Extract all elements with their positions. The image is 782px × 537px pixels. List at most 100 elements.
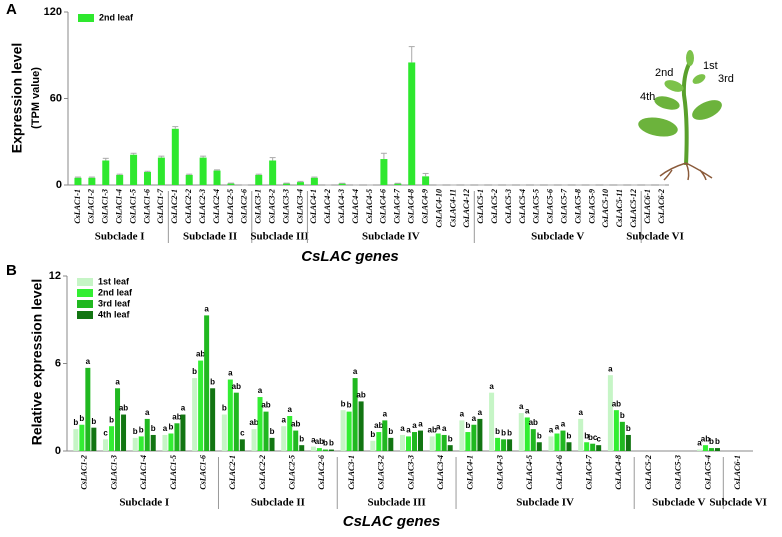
bar — [714, 448, 720, 451]
x-tick-label: CsLAC1-5 — [169, 455, 178, 490]
significance-letter: b — [388, 427, 393, 436]
group-label: Subclade III — [250, 231, 308, 243]
x-tick-label: CsLAC2-2 — [258, 455, 267, 490]
significance-letter: a — [383, 409, 388, 418]
x-tick-label: CsLAC5-2 — [490, 189, 499, 224]
group-label: Subclade III — [367, 497, 425, 509]
x-tick-label: CsLAC4-5 — [525, 455, 534, 490]
bar — [708, 448, 714, 451]
x-tick-label: CsLAC4-8 — [614, 455, 623, 490]
x-tick-label: CsLAC5-7 — [560, 188, 569, 224]
bar — [388, 437, 394, 451]
x-tick-label: CsLAC1-4 — [115, 189, 124, 224]
x-tick-label: CsLAC3-2 — [267, 189, 276, 224]
leaf-label: 2nd — [655, 67, 673, 79]
y-axis-label: Expression level — [9, 43, 25, 154]
x-tick-label: CsLAC1-1 — [73, 189, 82, 224]
significance-letter: b — [537, 431, 542, 440]
significance-letter: a — [418, 420, 423, 429]
bar — [88, 177, 96, 185]
x-tick-label: CsLAC5-8 — [573, 189, 582, 224]
x-tick-label: CsLAC2-1 — [228, 455, 237, 490]
y-tick-label: 0 — [55, 445, 61, 457]
x-tick-label: CsLAC5-5 — [532, 189, 541, 224]
x-tick-label: CsLAC1-6 — [198, 455, 207, 490]
significance-letter: b — [709, 437, 714, 446]
x-tick-label: CsLAC1-2 — [87, 189, 96, 224]
significance-letter: b — [299, 434, 304, 443]
bar — [115, 388, 121, 451]
bar — [310, 177, 318, 185]
bar — [489, 392, 495, 451]
x-tick-label: CsLAC2-1 — [170, 189, 179, 224]
bar — [103, 439, 109, 451]
significance-letter: a — [519, 402, 524, 411]
bar — [530, 429, 536, 451]
bar — [132, 437, 138, 451]
bar — [501, 439, 507, 451]
significance-letter: ab — [701, 434, 710, 443]
bar — [560, 430, 566, 451]
bar — [495, 437, 501, 451]
x-tick-label: CsLAC5-1 — [476, 189, 485, 224]
bar — [619, 421, 625, 451]
legend-swatch — [77, 311, 93, 319]
leaf-label: 3rd — [718, 73, 734, 85]
bar — [221, 414, 227, 451]
x-tick-label: CsLAC1-2 — [80, 455, 89, 490]
bar — [429, 436, 435, 451]
significance-letter: b — [210, 377, 215, 386]
legend-label: 2nd leaf — [98, 287, 133, 297]
bar — [73, 429, 79, 451]
bar — [213, 170, 221, 185]
y-tick-label: 60 — [50, 92, 62, 104]
significance-letter: b — [323, 439, 328, 448]
legend-label: 3rd leaf — [98, 298, 131, 308]
bar — [418, 430, 423, 451]
x-tick-label: CsLAC6-1 — [733, 455, 742, 490]
group-label: Subclade V — [531, 231, 584, 243]
bar — [435, 433, 441, 451]
significance-letter: b — [222, 404, 227, 413]
bar — [91, 427, 97, 451]
group-label: Subclade V — [652, 497, 705, 509]
significance-letter: b — [347, 401, 352, 410]
x-tick-label: CsLAC3-1 — [347, 455, 356, 490]
bar — [185, 174, 193, 185]
significance-letter: b — [620, 411, 625, 420]
x-tick-label: CsLAC2-2 — [184, 189, 193, 224]
bar — [340, 410, 346, 451]
significance-letter: a — [561, 420, 566, 429]
bar — [607, 375, 613, 451]
x-tick-label: CsLAC4-7 — [585, 454, 594, 490]
significance-letter: ab — [172, 412, 181, 421]
bar — [370, 440, 376, 451]
bar — [227, 183, 235, 185]
x-tick-label: CsLAC4-4 — [351, 189, 360, 224]
x-tick-label: CsLAC4-1 — [466, 455, 475, 490]
bar — [625, 434, 631, 451]
bar — [477, 418, 483, 451]
x-tick-label: CsLAC4-5 — [365, 189, 374, 224]
significance-letter: ab — [119, 404, 128, 413]
x-tick-label: CsLAC4-3 — [337, 189, 346, 224]
legend-swatch — [77, 300, 93, 308]
bar — [116, 174, 124, 185]
significance-letter: a — [228, 369, 233, 378]
bar — [138, 436, 144, 451]
bar — [180, 414, 186, 451]
x-tick-label: CsLAC4-10 — [434, 189, 443, 228]
significance-letter: b — [73, 418, 78, 427]
bar — [322, 449, 328, 451]
bar — [255, 174, 263, 185]
x-tick-label: CsLAC5-3 — [504, 189, 513, 224]
panel-label: A — [6, 1, 17, 18]
group-label: Subclade II — [183, 231, 237, 243]
significance-letter: a — [489, 382, 494, 391]
bar — [578, 418, 584, 451]
bar — [507, 439, 513, 451]
significance-letter: a — [311, 436, 316, 445]
bar — [299, 445, 305, 451]
x-tick-label: CsLAC4-1 — [309, 189, 318, 224]
